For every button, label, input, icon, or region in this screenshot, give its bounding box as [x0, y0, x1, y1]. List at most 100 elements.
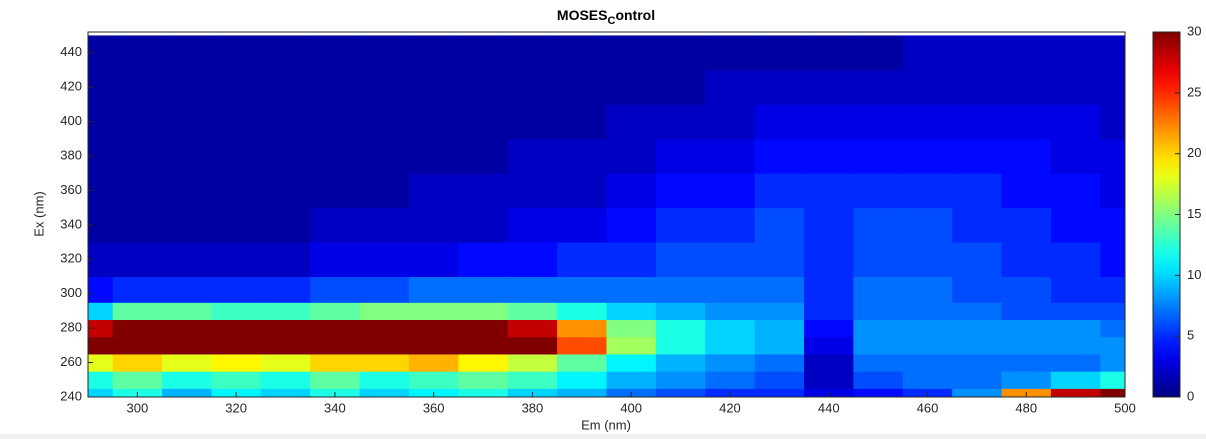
heat-cell	[1100, 319, 1125, 338]
heat-cell	[310, 207, 361, 243]
heat-cell	[1001, 302, 1052, 321]
chart-title: MOSESControl	[557, 7, 655, 27]
heat-cell	[1100, 336, 1125, 355]
heat-cell	[1100, 138, 1125, 174]
heat-cell	[853, 69, 904, 105]
heat-cell	[557, 138, 607, 174]
heat-cell	[310, 302, 361, 321]
heat-cell	[359, 138, 410, 174]
heat-cell	[260, 173, 311, 209]
heat-cell	[1001, 242, 1052, 277]
heat-cell	[359, 69, 410, 105]
heat-cell	[162, 207, 212, 243]
heat-cell	[952, 276, 1003, 303]
heat-cell	[211, 276, 262, 303]
colorbar-tick-label: 0	[1187, 388, 1194, 403]
heat-cell	[1050, 138, 1101, 174]
heat-cell	[458, 69, 509, 105]
colorbar-tick-label: 5	[1187, 328, 1194, 343]
heat-cell	[260, 207, 311, 243]
heat-cell	[606, 371, 657, 389]
heat-cell	[804, 104, 854, 140]
heat-cell	[952, 35, 1003, 71]
heat-cell	[1050, 336, 1101, 355]
heat-cell	[310, 35, 361, 71]
heat-cell	[211, 353, 262, 372]
heat-cell	[853, 35, 904, 71]
heat-cell	[1050, 207, 1101, 243]
heat-cell	[458, 336, 509, 355]
heat-cell	[260, 371, 311, 389]
heat-cell	[606, 207, 657, 243]
heat-cell	[705, 276, 756, 303]
heat-cell	[853, 242, 904, 277]
y-axis-label: Ex (nm)	[31, 191, 46, 237]
heat-cell	[408, 242, 459, 277]
heat-cell	[458, 138, 509, 174]
heat-cell	[655, 242, 706, 277]
heat-cell	[310, 104, 361, 140]
heat-cell	[557, 104, 607, 140]
heat-cell	[705, 242, 756, 277]
heat-cell	[853, 138, 904, 174]
heat-cell	[1001, 319, 1052, 338]
heat-cell	[853, 388, 904, 397]
heat-cell	[211, 173, 262, 209]
heat-cell	[754, 104, 805, 140]
heat-cell	[211, 302, 262, 321]
heat-cell	[902, 104, 953, 140]
heat-cell	[804, 353, 854, 372]
heat-cell	[705, 138, 756, 174]
heat-cell	[507, 35, 558, 71]
heat-cell	[211, 35, 262, 71]
heat-cell	[162, 353, 212, 372]
heat-cell	[408, 207, 459, 243]
heat-cell	[1100, 207, 1125, 243]
plot-frame	[87, 31, 1126, 398]
heat-cell	[458, 242, 509, 277]
heat-cell	[359, 371, 410, 389]
heat-cell	[1001, 353, 1052, 372]
heat-cell	[1100, 302, 1125, 321]
heatmap	[88, 35, 1125, 397]
heat-cell	[1050, 302, 1101, 321]
heat-cell	[952, 207, 1003, 243]
y-tick-label: 300	[60, 285, 82, 300]
heat-cell	[112, 353, 163, 372]
heat-cell	[754, 319, 805, 338]
heat-cell	[260, 242, 311, 277]
heat-cell	[1001, 336, 1052, 355]
heat-cell	[853, 336, 904, 355]
heat-cell	[359, 388, 410, 397]
heat-cell	[902, 336, 953, 355]
heat-cell	[458, 302, 509, 321]
heat-cell	[260, 353, 311, 372]
y-tick-label: 280	[60, 320, 82, 335]
heat-cell	[1100, 35, 1125, 71]
heat-cell	[754, 388, 805, 397]
x-tick-label: 480	[1015, 400, 1037, 415]
heat-cell	[902, 302, 953, 321]
heat-cell	[606, 336, 657, 355]
heat-cell	[754, 336, 805, 355]
heat-cell	[162, 302, 212, 321]
heat-cell	[804, 173, 854, 209]
heat-cell	[853, 276, 904, 303]
heat-cell	[754, 173, 805, 209]
title-sub: C	[607, 15, 615, 27]
y-tick-label: 320	[60, 251, 82, 266]
heat-cell	[902, 319, 953, 338]
heat-cell	[902, 353, 953, 372]
heat-cell	[754, 207, 805, 243]
heat-cell	[705, 35, 756, 71]
heat-cell	[112, 138, 163, 174]
heat-cell	[359, 353, 410, 372]
heat-cell	[112, 276, 163, 303]
heat-cell	[952, 302, 1003, 321]
heat-cell	[557, 276, 607, 303]
heat-cell	[1100, 242, 1125, 277]
y-tick-label: 240	[60, 388, 82, 403]
heat-cell	[557, 371, 607, 389]
x-tick-label: 320	[225, 400, 247, 415]
heat-cell	[359, 336, 410, 355]
